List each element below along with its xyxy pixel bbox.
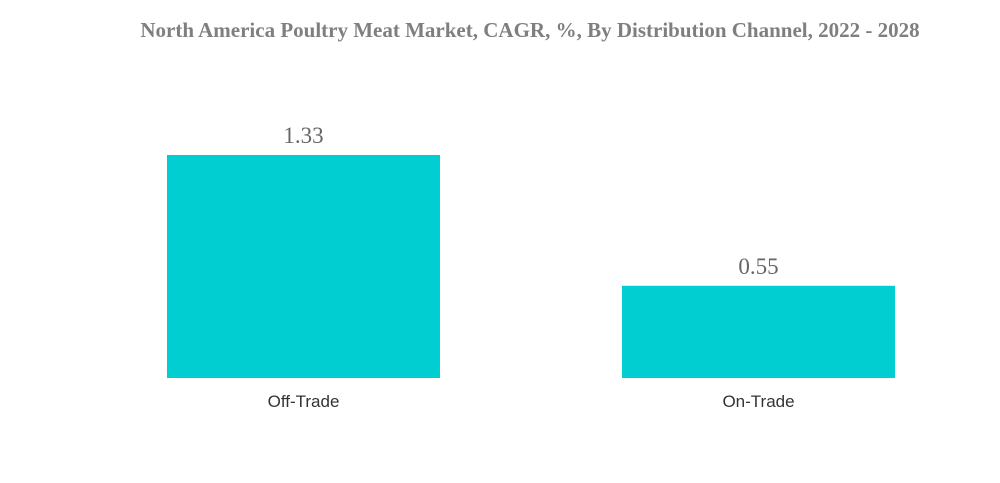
bar — [167, 155, 440, 378]
x-tick-label: On-Trade — [722, 392, 794, 411]
value-label: 0.55 — [738, 254, 778, 279]
bar — [622, 285, 895, 378]
x-tick-label: Off-Trade — [268, 392, 340, 411]
chart-title: North America Poultry Meat Market, CAGR,… — [140, 18, 920, 42]
value-label: 1.33 — [283, 123, 323, 148]
